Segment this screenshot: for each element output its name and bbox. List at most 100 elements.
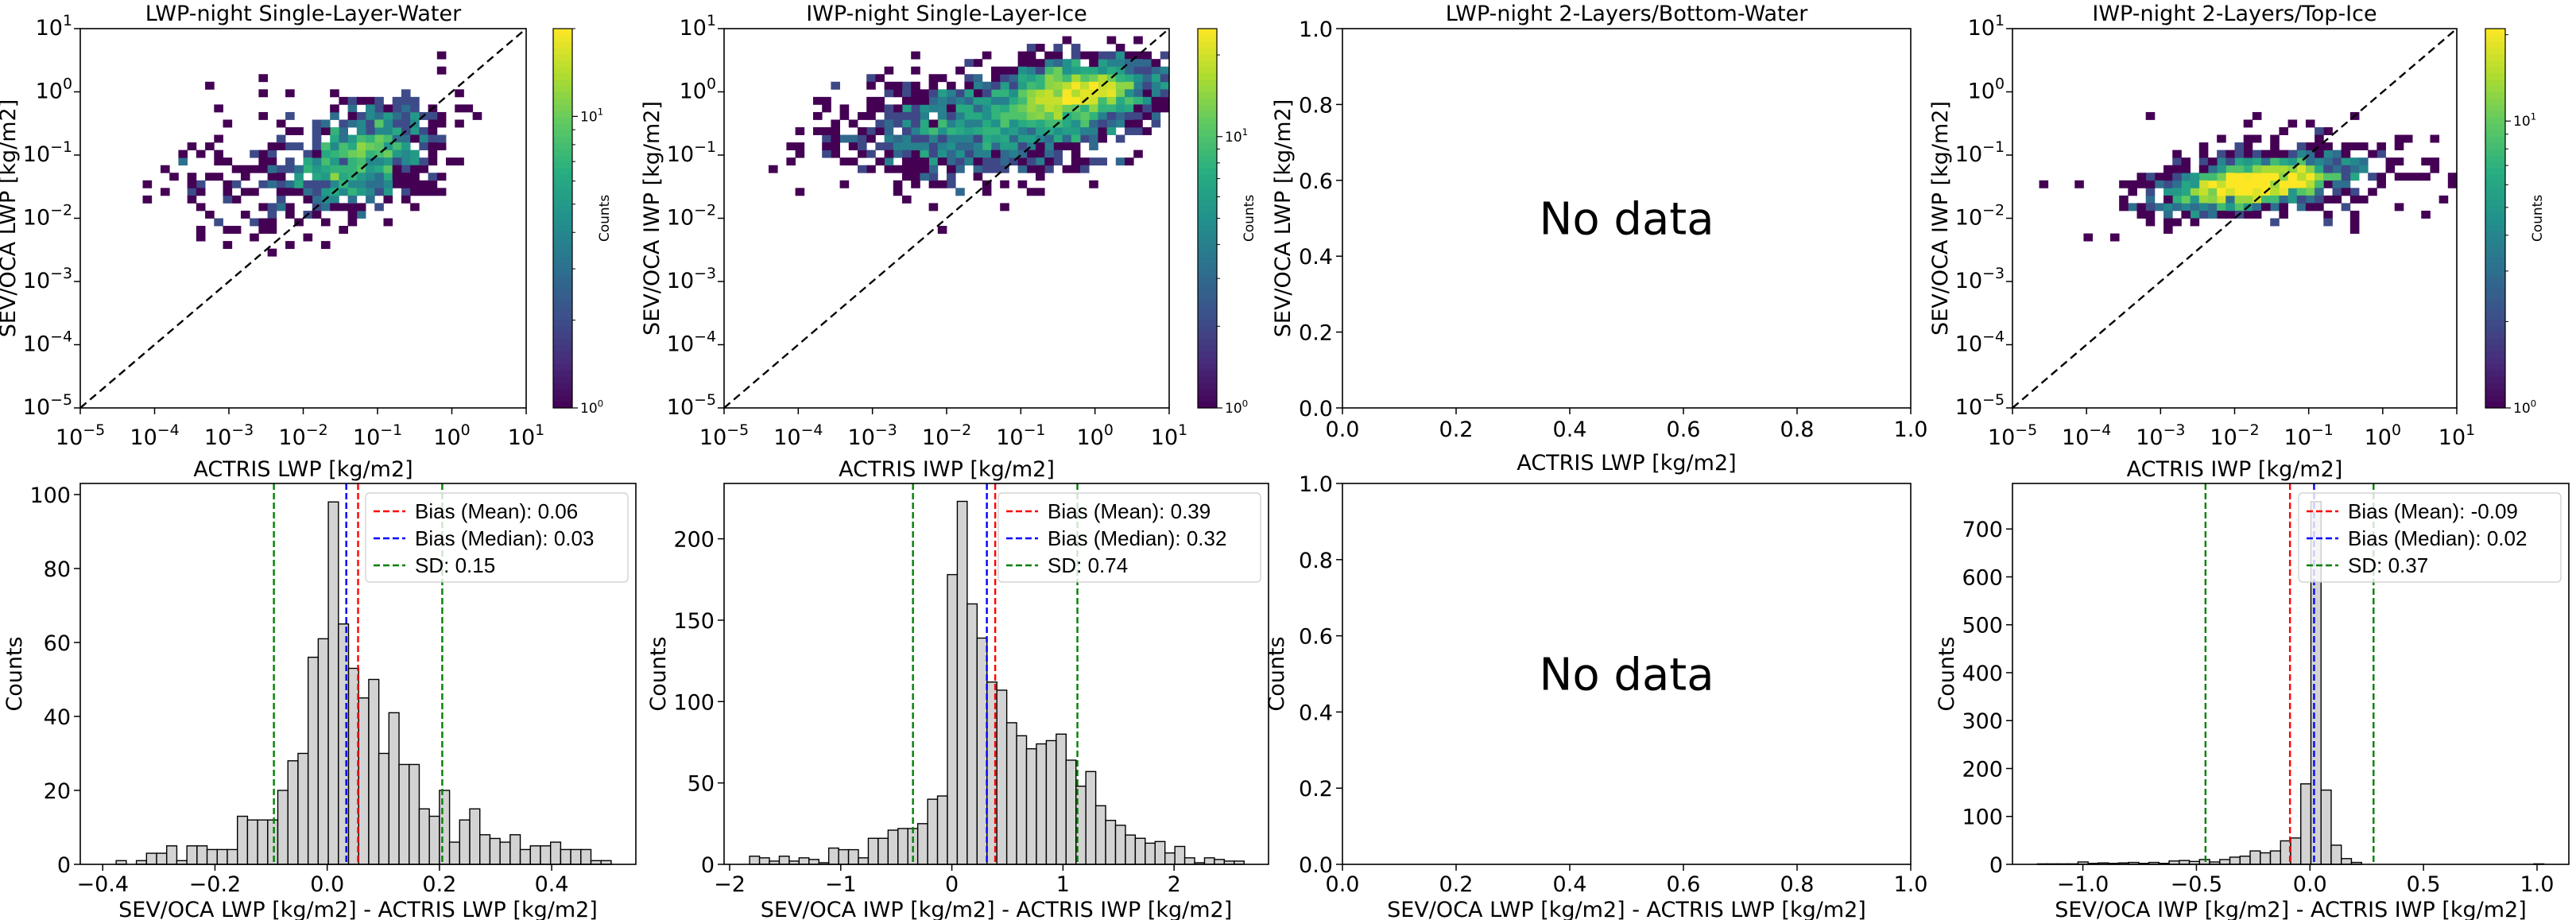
colorbar-segment [2485, 205, 2505, 213]
heatmap-cell [428, 142, 438, 151]
y-tick-label-exponent: −2 [50, 201, 72, 219]
heatmap-cell [178, 149, 188, 158]
colorbar-segment [2485, 306, 2505, 314]
y-tick-label-base: 10 [667, 206, 694, 231]
y-tick-label: 101 [36, 12, 72, 41]
heatmap-cell [2349, 188, 2360, 196]
heatmap-cell [2136, 210, 2147, 219]
x-tick-label: 10−4 [2062, 421, 2111, 450]
heatmap-cell [436, 51, 447, 60]
colorbar-segment [553, 250, 572, 257]
heatmap-cell [982, 142, 992, 151]
heatmap-cell [312, 142, 322, 151]
colorbar-segment [2485, 332, 2505, 340]
colorbar-segment [2485, 180, 2505, 188]
heatmap-cell [1115, 81, 1125, 90]
x-tick-label-base: 10 [508, 425, 535, 450]
heatmap-cell [330, 165, 339, 173]
heatmap-cell [2181, 203, 2191, 212]
colorbar-segment [1198, 111, 1217, 118]
y-axis-label: Counts [646, 636, 671, 711]
colorbar-segment [1198, 199, 1217, 207]
heatmap-cell [955, 188, 965, 196]
heatmap-cell [2341, 142, 2351, 151]
colorbar-tick-label-exponent: 0 [598, 398, 604, 409]
heatmap-cell [187, 173, 197, 181]
heatmap-cell [786, 157, 796, 166]
heatmap-cell [428, 173, 438, 181]
heatmap-cell [2349, 165, 2360, 173]
colorbar-segment [553, 281, 572, 289]
heatmap-cell [2217, 165, 2226, 173]
x-tick-label-exponent: −1 [380, 421, 402, 439]
heatmap-cell [366, 157, 375, 166]
heatmap-cell [2270, 218, 2280, 227]
heatmap-cell [1017, 104, 1028, 113]
heatmap-cell [1044, 89, 1054, 98]
heatmap-cell [2190, 180, 2200, 188]
histogram-bar [1036, 743, 1048, 865]
heatmap-cell [831, 142, 840, 151]
colorbar-segment [553, 300, 572, 308]
heatmap-cell [973, 81, 983, 90]
heatmap-cell [2243, 188, 2253, 196]
y-tick-label-exponent: −5 [694, 391, 716, 409]
heatmap-cell [991, 66, 1001, 75]
heatmap-cell [1009, 66, 1018, 75]
colorbar-segment [2485, 173, 2505, 181]
heatmap-cell [2207, 157, 2218, 166]
colorbar-segment [553, 167, 572, 175]
heatmap-cell [947, 104, 956, 113]
heatmap-cell [1089, 81, 1098, 90]
panel-title: IWP-night 2-Layers/Top-Ice [2092, 2, 2377, 26]
y-tick-label: 0 [57, 853, 71, 878]
heatmap-cell [1026, 96, 1036, 105]
heatmap-cell [2172, 149, 2182, 158]
heatmap-cell [1009, 96, 1018, 105]
heatmap-cell [858, 111, 867, 120]
heatmap-cell [1017, 134, 1028, 143]
heatmap-cell [196, 226, 206, 234]
heatmap-cell [1160, 104, 1170, 113]
heatmap-cell [911, 142, 920, 151]
histogram-bar [246, 819, 258, 865]
axes-frame [1342, 483, 1912, 865]
heatmap-cell [1089, 134, 1098, 143]
heatmap-cell [214, 218, 223, 227]
heatmap-cell [214, 157, 223, 166]
heatmap-cell [2385, 157, 2396, 166]
colorbar-frame [552, 28, 573, 409]
x-tick-label: −1.0 [2057, 872, 2109, 897]
colorbar-segment [2485, 243, 2505, 250]
histogram-bar [1183, 857, 1195, 865]
heatmap-cell [2217, 134, 2226, 143]
heatmap-cell [1036, 119, 1045, 128]
y-tick-label-exponent: −3 [1982, 265, 2005, 282]
heatmap-cell [2323, 157, 2333, 166]
heatmap-cell [214, 173, 223, 181]
heatmap-cell [2296, 195, 2307, 204]
heatmap-cell [392, 134, 402, 143]
heatmap-cell [2234, 142, 2245, 151]
histogram-bar [297, 752, 309, 865]
colorbar-segment [2485, 224, 2505, 231]
heatmap-cell [2225, 149, 2235, 158]
heatmap-cell [410, 157, 420, 166]
heatmap-cell [955, 127, 965, 135]
heatmap-cell [1115, 59, 1125, 68]
heatmap-cell [1115, 66, 1125, 75]
no-data-annotation: No data [1539, 194, 1714, 246]
histogram-bar [1114, 825, 1126, 865]
heatmap-cell [1106, 111, 1117, 120]
heatmap-cell [2323, 218, 2333, 227]
heatmap-cell [383, 142, 393, 151]
x-tick-label: 10−4 [130, 421, 179, 450]
colorbar-segment [553, 53, 572, 61]
x-tick-label: 0.0 [1326, 872, 1360, 897]
heatmap-cell [1009, 89, 1018, 98]
heatmap-cell [982, 127, 992, 135]
y-tick-label: 400 [1962, 662, 2003, 686]
x-tick-label: −0.4 [76, 872, 129, 897]
